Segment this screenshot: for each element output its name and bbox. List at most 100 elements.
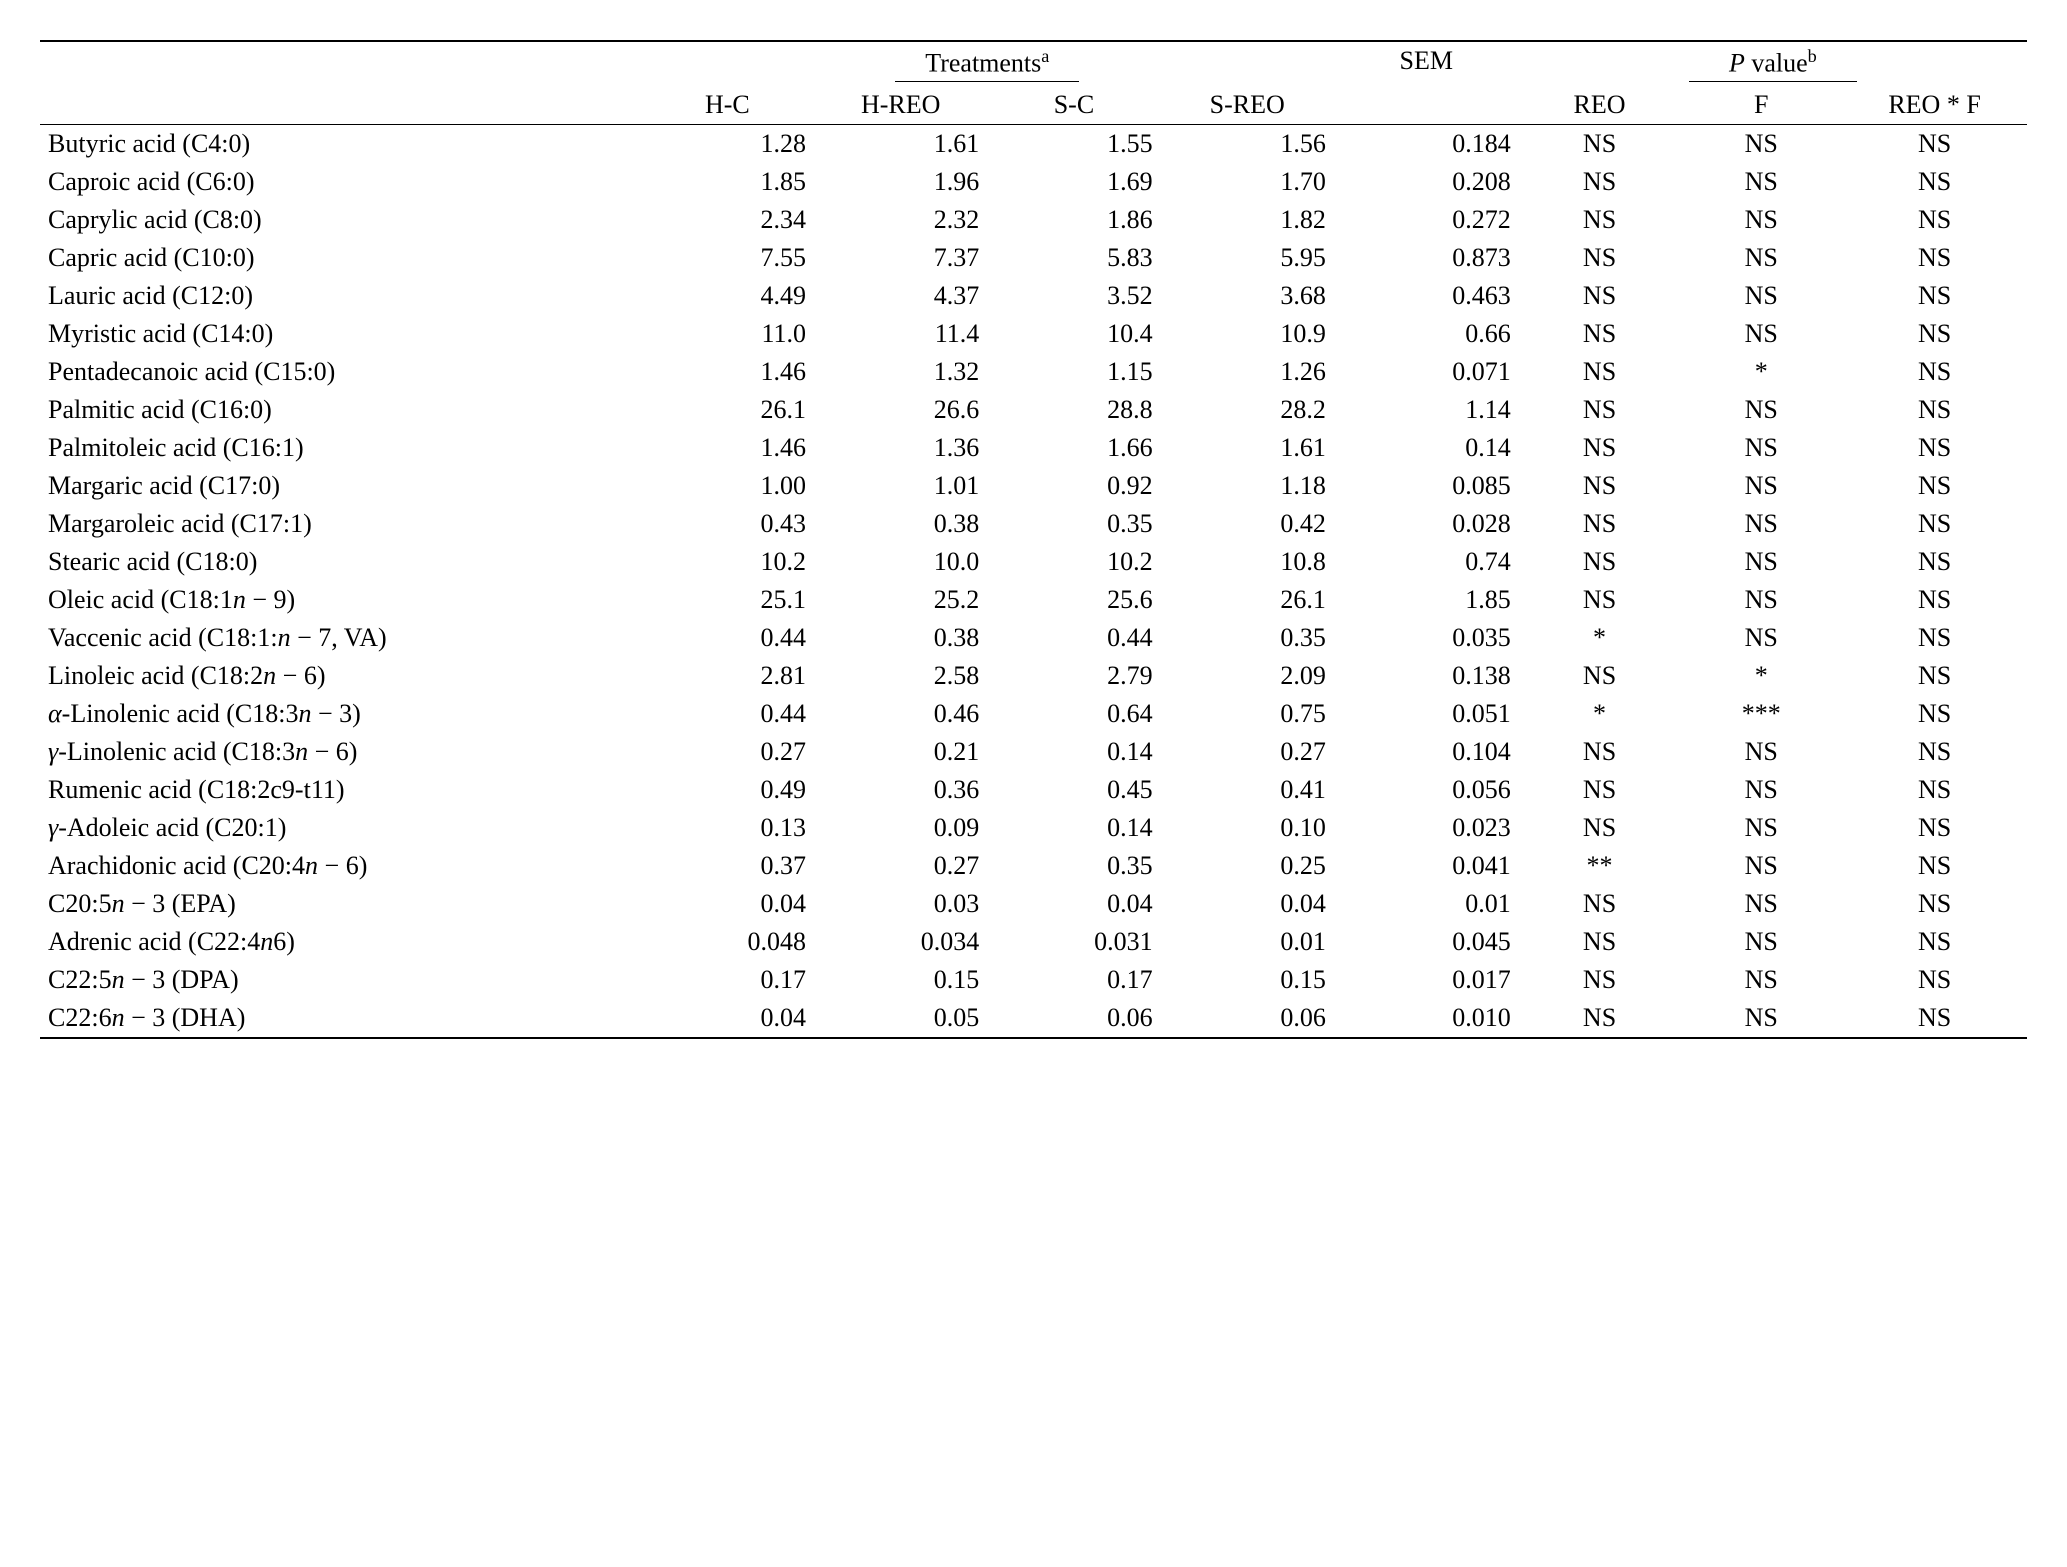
cell-reo: NS	[1519, 391, 1681, 429]
cell-f: NS	[1680, 201, 1842, 239]
cell-sreo: 1.70	[1161, 163, 1334, 201]
cell-reoxf: NS	[1842, 771, 2027, 809]
table-body: Butyric acid (C4:0)1.281.611.551.560.184…	[40, 124, 2027, 1038]
cell-f: NS	[1680, 923, 1842, 961]
row-label: Myristic acid (C14:0)	[40, 315, 641, 353]
fatty-acid-table: Treatmentsa SEM P valueb H-C H-REO S-C S…	[40, 40, 2027, 1039]
cell-sc: 1.15	[987, 353, 1160, 391]
table-row: Rumenic acid (C18:2c9-t11)0.490.360.450.…	[40, 771, 2027, 809]
cell-hreo: 0.46	[814, 695, 987, 733]
cell-sem: 1.85	[1334, 581, 1519, 619]
cell-reo: NS	[1519, 124, 1681, 163]
cell-sreo: 1.82	[1161, 201, 1334, 239]
cell-f: NS	[1680, 771, 1842, 809]
table-row: Palmitic acid (C16:0)26.126.628.828.21.1…	[40, 391, 2027, 429]
cell-reoxf: NS	[1842, 315, 2027, 353]
header-sem: SEM	[1334, 41, 1519, 124]
row-label: Rumenic acid (C18:2c9-t11)	[40, 771, 641, 809]
cell-sreo: 0.35	[1161, 619, 1334, 657]
cell-sc: 5.83	[987, 239, 1160, 277]
cell-hreo: 2.58	[814, 657, 987, 695]
cell-hreo: 1.01	[814, 467, 987, 505]
cell-reo: NS	[1519, 429, 1681, 467]
cell-sc: 0.45	[987, 771, 1160, 809]
cell-reo: NS	[1519, 961, 1681, 999]
table-row: Pentadecanoic acid (C15:0)1.461.321.151.…	[40, 353, 2027, 391]
cell-hreo: 0.38	[814, 505, 987, 543]
cell-sreo: 1.26	[1161, 353, 1334, 391]
cell-sreo: 0.15	[1161, 961, 1334, 999]
row-label: α-Linolenic acid (C18:3n − 3)	[40, 695, 641, 733]
cell-sc: 10.2	[987, 543, 1160, 581]
cell-f: NS	[1680, 277, 1842, 315]
cell-sem: 0.023	[1334, 809, 1519, 847]
cell-hreo: 0.05	[814, 999, 987, 1038]
cell-reo: NS	[1519, 885, 1681, 923]
cell-reoxf: NS	[1842, 163, 2027, 201]
cell-sreo: 1.61	[1161, 429, 1334, 467]
cell-hreo: 0.034	[814, 923, 987, 961]
cell-hreo: 0.03	[814, 885, 987, 923]
cell-f: ***	[1680, 695, 1842, 733]
cell-sem: 0.035	[1334, 619, 1519, 657]
row-label: Caproic acid (C6:0)	[40, 163, 641, 201]
cell-reoxf: NS	[1842, 733, 2027, 771]
cell-hc: 0.048	[641, 923, 814, 961]
cell-f: NS	[1680, 467, 1842, 505]
cell-hc: 2.34	[641, 201, 814, 239]
cell-reoxf: NS	[1842, 657, 2027, 695]
cell-f: NS	[1680, 581, 1842, 619]
cell-sem: 0.051	[1334, 695, 1519, 733]
cell-sem: 0.138	[1334, 657, 1519, 695]
cell-reo: NS	[1519, 999, 1681, 1038]
table-row: Palmitoleic acid (C16:1)1.461.361.661.61…	[40, 429, 2027, 467]
cell-hc: 26.1	[641, 391, 814, 429]
header-pvalue-rest: value	[1745, 49, 1808, 78]
cell-reo: NS	[1519, 353, 1681, 391]
cell-sem: 0.184	[1334, 124, 1519, 163]
header-reoxf: REO * F	[1842, 86, 2027, 125]
cell-reo: NS	[1519, 543, 1681, 581]
cell-hreo: 0.38	[814, 619, 987, 657]
cell-f: NS	[1680, 961, 1842, 999]
cell-hreo: 0.15	[814, 961, 987, 999]
cell-reo: NS	[1519, 657, 1681, 695]
cell-hc: 4.49	[641, 277, 814, 315]
cell-hreo: 11.4	[814, 315, 987, 353]
cell-reoxf: NS	[1842, 124, 2027, 163]
cell-reoxf: NS	[1842, 353, 2027, 391]
cell-f: NS	[1680, 429, 1842, 467]
cell-reo: *	[1519, 619, 1681, 657]
cell-sem: 0.028	[1334, 505, 1519, 543]
cell-reo: NS	[1519, 771, 1681, 809]
row-label: C22:6n − 3 (DHA)	[40, 999, 641, 1038]
header-sreo: S-REO	[1161, 86, 1334, 125]
cell-reo: NS	[1519, 809, 1681, 847]
cell-reoxf: NS	[1842, 581, 2027, 619]
cell-reo: NS	[1519, 467, 1681, 505]
cell-hc: 0.17	[641, 961, 814, 999]
table-row: Linoleic acid (C18:2n − 6)2.812.582.792.…	[40, 657, 2027, 695]
table-row: Butyric acid (C4:0)1.281.611.551.560.184…	[40, 124, 2027, 163]
table-row: Oleic acid (C18:1n − 9)25.125.225.626.11…	[40, 581, 2027, 619]
table-row: Caprylic acid (C8:0)2.342.321.861.820.27…	[40, 201, 2027, 239]
header-hreo: H-REO	[814, 86, 987, 125]
cell-hreo: 10.0	[814, 543, 987, 581]
cell-sreo: 10.9	[1161, 315, 1334, 353]
cell-sreo: 0.01	[1161, 923, 1334, 961]
cell-sc: 28.8	[987, 391, 1160, 429]
cell-sc: 0.17	[987, 961, 1160, 999]
cell-sem: 0.017	[1334, 961, 1519, 999]
row-label: Margaric acid (C17:0)	[40, 467, 641, 505]
cell-sc: 25.6	[987, 581, 1160, 619]
header-pvalue-group: P valueb	[1519, 41, 2027, 86]
cell-hreo: 1.96	[814, 163, 987, 201]
cell-reo: NS	[1519, 315, 1681, 353]
header-sc: S-C	[987, 86, 1160, 125]
cell-sreo: 0.75	[1161, 695, 1334, 733]
cell-f: NS	[1680, 847, 1842, 885]
cell-sem: 0.208	[1334, 163, 1519, 201]
cell-f: NS	[1680, 163, 1842, 201]
cell-sreo: 0.10	[1161, 809, 1334, 847]
cell-reoxf: NS	[1842, 201, 2027, 239]
